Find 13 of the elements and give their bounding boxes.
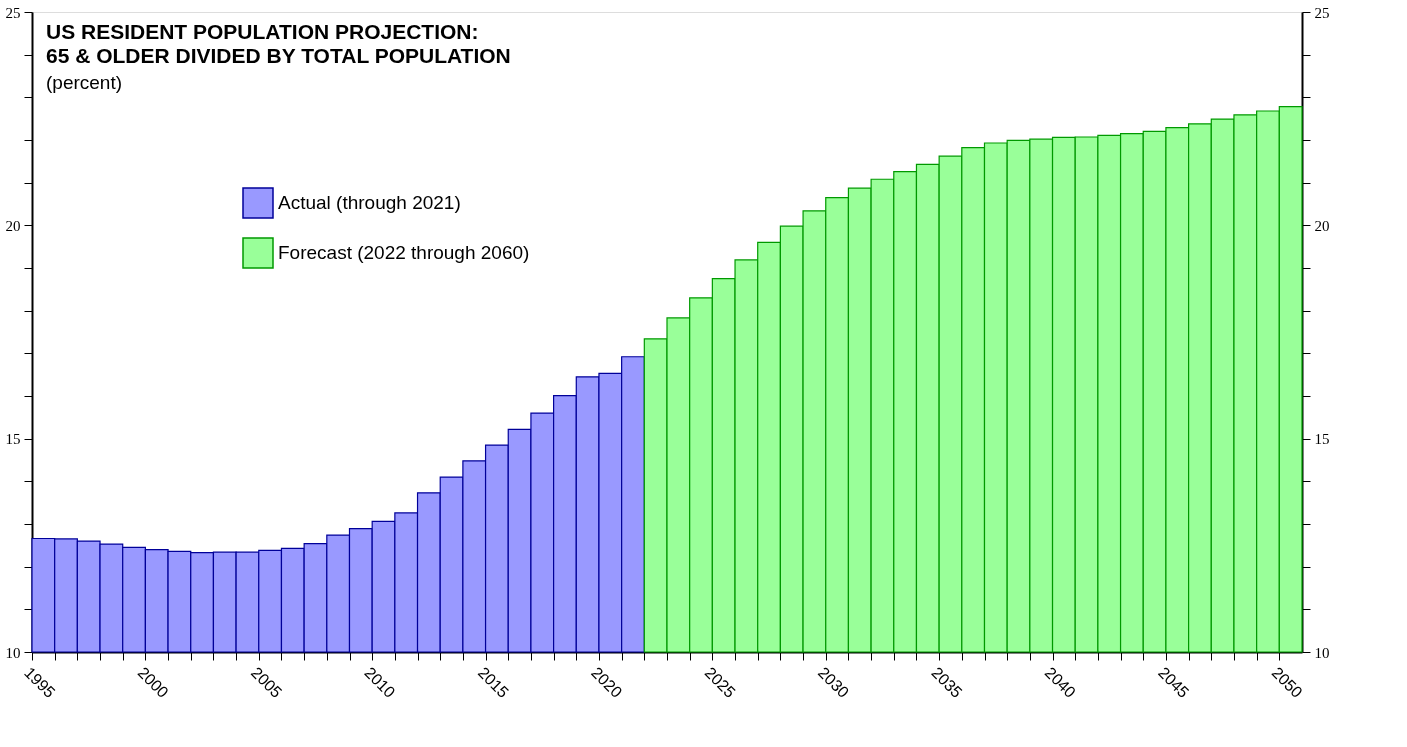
y-tick-label: 10 bbox=[5, 644, 21, 661]
text: (percent) bbox=[46, 72, 123, 93]
legend-label: Actual (through 2021) bbox=[278, 192, 461, 213]
y2-tick-label: 20 bbox=[1314, 217, 1330, 234]
y-tick-label: 15 bbox=[5, 431, 21, 448]
y-tick-label: 25 bbox=[5, 4, 21, 21]
legend-label: Forecast (2022 through 2060) bbox=[278, 242, 530, 263]
text: 65 & OLDER DIVIDED BY TOTAL POPULATION bbox=[46, 44, 511, 67]
y2-tick-label: 10 bbox=[1314, 644, 1330, 661]
y-tick-label: 20 bbox=[5, 217, 21, 234]
y2-tick-label: 25 bbox=[1314, 4, 1330, 21]
text: US RESIDENT POPULATION PROJECTION: bbox=[46, 20, 479, 43]
y2-tick-label: 15 bbox=[1314, 431, 1330, 448]
